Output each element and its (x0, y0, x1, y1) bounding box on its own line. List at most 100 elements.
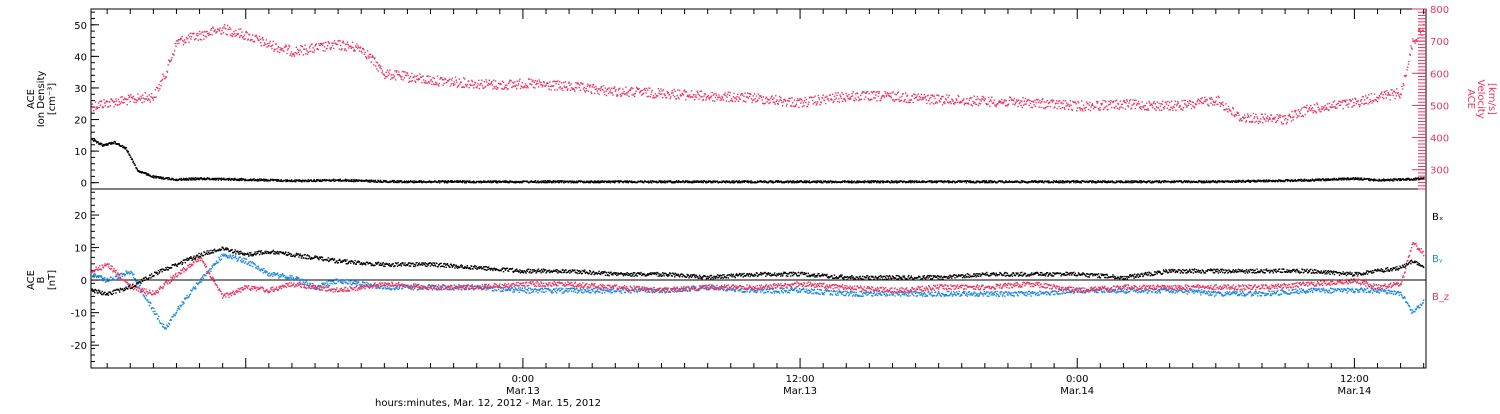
data-point (1210, 98, 1211, 99)
data-point (512, 86, 513, 87)
data-point (1389, 99, 1390, 100)
data-point (484, 81, 485, 82)
data-point (578, 83, 579, 84)
data-point (381, 72, 382, 73)
data-point (475, 82, 476, 83)
data-point (847, 96, 848, 97)
data-point (211, 34, 212, 35)
data-point (898, 91, 899, 92)
data-point (270, 41, 271, 42)
data-point (1396, 95, 1397, 96)
data-point (382, 182, 383, 183)
data-point (408, 81, 409, 82)
data-point (395, 79, 396, 80)
data-point (350, 46, 351, 47)
data-point (319, 45, 320, 46)
data-point (1364, 103, 1365, 104)
data-point (375, 65, 376, 66)
data-point (130, 94, 131, 95)
data-point (228, 29, 229, 30)
data-point (655, 93, 656, 94)
data-point (957, 102, 958, 103)
ytick-label: 20 (74, 211, 87, 222)
data-point (465, 84, 466, 85)
data-point (155, 96, 156, 97)
data-point (663, 89, 664, 90)
data-point (816, 104, 817, 105)
data-point (659, 90, 660, 91)
data-point (132, 159, 133, 160)
data-point (849, 97, 850, 98)
data-point (1260, 118, 1261, 119)
data-point (1178, 107, 1179, 108)
data-point (769, 99, 770, 100)
data-point (888, 93, 889, 94)
data-point (1010, 97, 1011, 98)
data-point (960, 180, 961, 181)
data-point (142, 94, 143, 95)
data-point (1231, 114, 1232, 115)
data-point (175, 45, 176, 46)
data-point (844, 98, 845, 99)
data-point (905, 93, 906, 94)
data-point (1060, 108, 1061, 109)
data-point (1085, 107, 1086, 108)
data-point (996, 106, 997, 107)
data-point (693, 94, 694, 95)
data-point (934, 95, 935, 96)
data-point (1182, 109, 1183, 110)
data-point (662, 97, 663, 98)
data-point (931, 95, 932, 96)
data-point (857, 93, 858, 94)
data-point (651, 91, 652, 92)
data-point (491, 81, 492, 82)
data-point (147, 96, 148, 97)
data-point (1077, 107, 1078, 108)
data-point (1040, 102, 1041, 103)
data-point (1207, 99, 1208, 100)
data-point (564, 87, 565, 88)
data-point (672, 92, 673, 93)
data-point (411, 73, 412, 74)
ytick-label: -10 (71, 309, 87, 320)
data-point (942, 96, 943, 97)
data-point (363, 49, 364, 50)
data-point (341, 48, 342, 49)
data-point (781, 100, 782, 101)
data-point (1374, 93, 1375, 94)
data-point (1155, 110, 1156, 111)
data-point (735, 98, 736, 99)
data-point (1091, 105, 1092, 106)
data-point (843, 94, 844, 95)
data-point (416, 76, 417, 77)
data-point (233, 34, 234, 35)
data-point (634, 96, 635, 97)
data-point (1134, 100, 1135, 101)
data-point (873, 97, 874, 98)
data-point (718, 94, 719, 95)
data-point (103, 99, 104, 100)
data-point (177, 43, 178, 44)
data-point (1098, 108, 1099, 109)
data-point (535, 180, 536, 181)
data-point (596, 88, 597, 89)
data-point (563, 82, 564, 83)
data-point (544, 82, 545, 83)
data-point (1177, 104, 1178, 105)
data-point (1176, 105, 1177, 106)
data-point (631, 87, 632, 88)
data-point (625, 87, 626, 88)
data-point (778, 101, 779, 102)
data-point (824, 97, 825, 98)
data-point (1313, 110, 1314, 111)
data-point (183, 41, 184, 42)
data-point (776, 101, 777, 102)
data-point (909, 102, 910, 103)
data-point (851, 180, 852, 181)
data-point (1063, 100, 1064, 101)
data-point (479, 88, 480, 89)
data-point (1324, 105, 1325, 106)
data-point (851, 96, 852, 97)
data-point (1366, 103, 1367, 104)
